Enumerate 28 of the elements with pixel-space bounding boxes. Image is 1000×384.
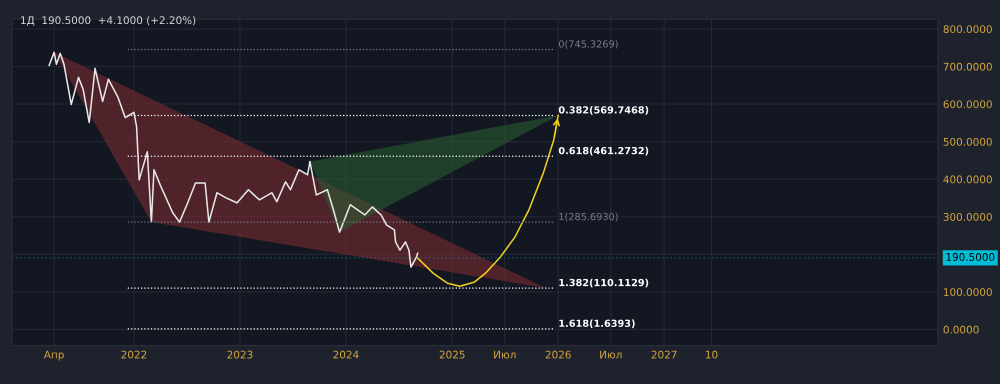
ref-line-label: 0(745.3269): [558, 40, 618, 49]
y-tick-label: 600.0000: [944, 100, 992, 108]
ref-line-label: 1(285.6930): [559, 212, 618, 222]
ref-line-label: 1.382(110.1129): [559, 278, 648, 288]
x-tick-label: Июл: [600, 350, 622, 359]
y-tick-label: 100.0000: [944, 288, 992, 296]
x-tick-label: 2025: [440, 350, 465, 359]
y-tick-label: 0.0000: [944, 326, 979, 334]
x-tick-label: 2023: [227, 350, 252, 359]
x-tick-label: 2022: [121, 350, 146, 359]
line-series: [48, 51, 418, 268]
y-tick-label: 500.0000: [944, 138, 992, 146]
ref-line-label: 0.618(461.2732): [558, 146, 648, 156]
x-tick-label: 2024: [333, 350, 359, 359]
x-tick-label: Апр: [44, 350, 64, 361]
x-tick-label: 2026: [546, 350, 571, 359]
ref-line-label: 190.5000: [946, 253, 994, 261]
y-tick-label: 300.0000: [944, 212, 992, 221]
ref-line-label: 0.382(569.7468): [558, 106, 648, 115]
line-series: [416, 114, 559, 288]
x-tick-label: 2027: [652, 350, 677, 359]
y-tick-label: 800.0000: [944, 25, 992, 34]
x-tick-label: Июл: [494, 350, 516, 359]
x-tick-label: 10: [706, 350, 718, 359]
y-tick-label: 400.0000: [943, 175, 992, 184]
ref-line-label: 1.618(1.6393): [559, 319, 635, 328]
chart-title: 1Д 190.5000 +4.1000 (+2.20%): [21, 16, 196, 26]
y-tick-label: 700.0000: [944, 62, 992, 71]
